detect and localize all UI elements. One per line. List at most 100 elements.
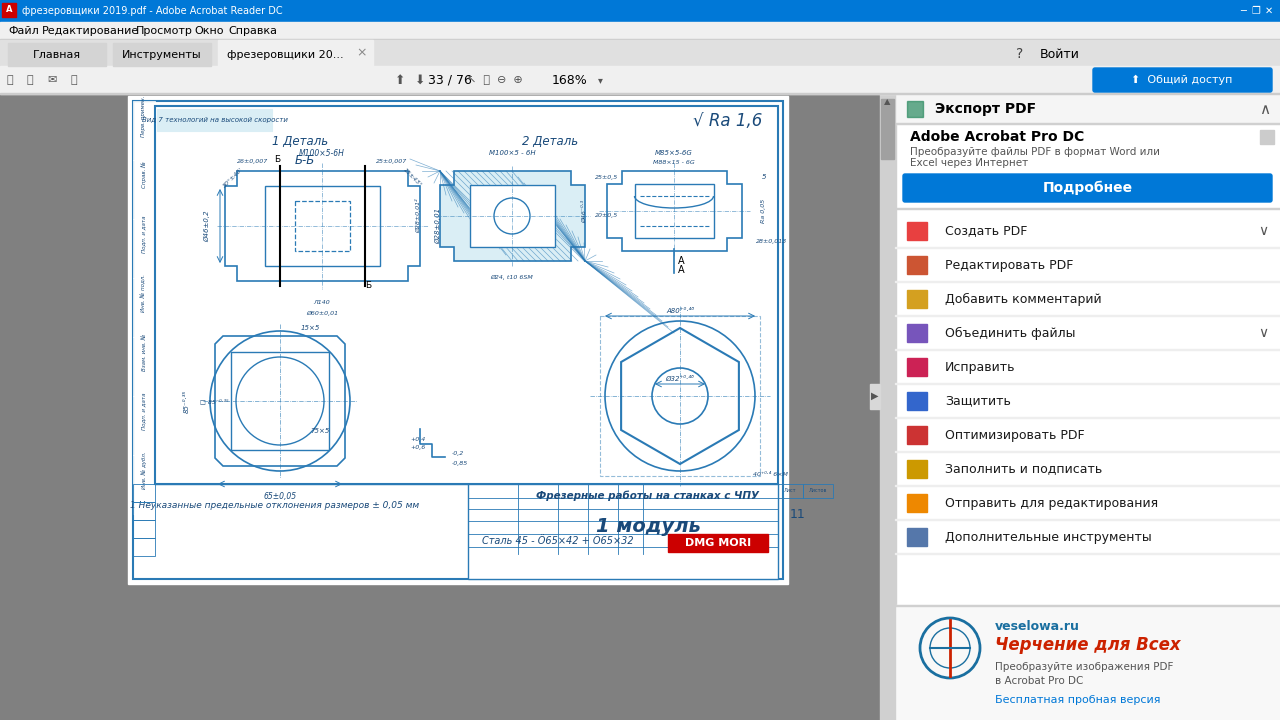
Bar	[0, 39, 1280, 40]
Text: ⬆: ⬆	[394, 73, 406, 86]
Bar	[895, 247, 1280, 248]
Text: Справка: Справка	[228, 26, 276, 36]
Text: Подп. и дата: Подп. и дата	[142, 392, 146, 430]
Text: Инв. № дубл.: Инв. № дубл.	[141, 451, 147, 489]
Text: 26±0,007: 26±0,007	[237, 158, 269, 163]
Text: Просмотр: Просмотр	[136, 26, 193, 36]
Bar	[3, 3, 15, 17]
Bar	[881, 99, 893, 159]
Text: ×: ×	[357, 47, 367, 60]
Text: Листов: Листов	[809, 488, 827, 493]
Text: 20±0,5: 20±0,5	[595, 214, 618, 218]
Text: 15×5: 15×5	[301, 325, 320, 331]
Text: Ø28±0,01²: Ø28±0,01²	[415, 199, 421, 233]
Text: Окно: Окно	[195, 26, 224, 36]
Text: M100×5 - 6H: M100×5 - 6H	[489, 150, 535, 156]
Bar	[895, 315, 1280, 316]
Text: 🖨: 🖨	[27, 75, 33, 85]
Bar	[600, 316, 760, 476]
Text: 🔍: 🔍	[70, 75, 77, 85]
Bar	[908, 290, 927, 308]
Bar	[133, 396, 155, 455]
Text: ✉: ✉	[47, 75, 56, 85]
Text: Ø32⁺⁰⋅⁴⁶: Ø32⁺⁰⋅⁴⁶	[666, 376, 694, 382]
Bar	[895, 417, 1280, 418]
Bar	[0, 0, 1280, 22]
Bar	[895, 605, 1280, 720]
Text: Ra 0,05: Ra 0,05	[762, 199, 767, 223]
Text: Объединить файлы: Объединить файлы	[945, 326, 1075, 340]
Text: Инструменты: Инструменты	[122, 50, 202, 60]
Bar	[133, 502, 155, 520]
Text: ▶: ▶	[872, 391, 879, 401]
Bar	[881, 94, 895, 720]
Text: □ 85⁻⁰⋅³⁵: □ 85⁻⁰⋅³⁵	[200, 398, 229, 404]
Bar	[895, 485, 1280, 486]
Bar	[155, 106, 778, 484]
Bar	[133, 455, 155, 514]
Bar	[668, 534, 768, 552]
Bar	[908, 460, 927, 478]
Text: Взам. инв. №: Взам. инв. №	[142, 333, 146, 371]
Text: A: A	[678, 265, 685, 275]
Text: ✕: ✕	[1265, 6, 1274, 16]
Text: 85⁻⁰⋅³⁵: 85⁻⁰⋅³⁵	[184, 390, 189, 413]
Text: Дополнительные инструменты: Дополнительные инструменты	[945, 531, 1152, 544]
Text: Ø28±0,01: Ø28±0,01	[435, 208, 442, 244]
Text: ∧: ∧	[1258, 102, 1270, 117]
Bar	[133, 219, 155, 278]
Bar	[133, 337, 155, 396]
Text: M100×5-6H: M100×5-6H	[300, 148, 344, 158]
Text: Б-Б: Б-Б	[294, 155, 315, 168]
Text: Бесплатная пробная версия: Бесплатная пробная версия	[995, 695, 1161, 705]
Text: фрезеровщики 2019.pdf - Adobe Acrobat Reader DC: фрезеровщики 2019.pdf - Adobe Acrobat Re…	[22, 6, 283, 16]
Bar	[895, 519, 1280, 520]
Bar	[157, 109, 273, 131]
Text: Войти: Войти	[1041, 48, 1080, 60]
Text: ▾: ▾	[598, 75, 603, 85]
Text: ∨: ∨	[1258, 326, 1268, 340]
Bar	[908, 324, 927, 342]
Text: 40⁺⁰⋅⁴ 6×М: 40⁺⁰⋅⁴ 6×М	[753, 472, 787, 477]
Text: 11: 11	[790, 508, 806, 521]
Text: Ø46±0,2: Ø46±0,2	[204, 210, 210, 242]
Bar	[0, 22, 1280, 40]
Text: +0,4: +0,4	[410, 436, 425, 441]
Bar	[8, 43, 106, 66]
Text: Исправить: Исправить	[945, 361, 1015, 374]
Bar	[895, 123, 1280, 124]
Text: 25±0,007: 25±0,007	[376, 158, 407, 163]
Text: Преобразуйте изображения PDF: Преобразуйте изображения PDF	[995, 662, 1174, 672]
Bar	[133, 538, 155, 556]
Text: 25±0,5: 25±0,5	[595, 176, 618, 181]
Text: Л140: Л140	[314, 300, 330, 305]
Bar	[908, 222, 927, 240]
Bar	[908, 426, 927, 444]
Text: ❐: ❐	[1252, 6, 1261, 16]
Bar	[895, 349, 1280, 350]
Text: 2 Деталь: 2 Деталь	[522, 135, 579, 148]
Text: -0,2: -0,2	[452, 451, 465, 456]
Text: Оптимизировать PDF: Оптимизировать PDF	[945, 428, 1084, 441]
Bar	[133, 101, 783, 579]
Text: Отправить для редактирования: Отправить для редактирования	[945, 497, 1158, 510]
Bar	[128, 96, 788, 584]
Bar	[908, 101, 923, 117]
Bar	[870, 384, 881, 409]
Bar	[908, 358, 927, 376]
Text: Редактировать PDF: Редактировать PDF	[945, 258, 1074, 271]
Text: ▲: ▲	[883, 97, 891, 107]
Text: ?: ?	[1016, 47, 1024, 61]
Bar	[133, 484, 155, 502]
Text: Подробнее: Подробнее	[1042, 181, 1133, 195]
Bar	[778, 484, 803, 498]
Text: ⬜: ⬜	[6, 75, 13, 85]
Text: 15±43°: 15±43°	[402, 168, 422, 189]
FancyBboxPatch shape	[902, 174, 1272, 202]
Bar	[908, 494, 927, 512]
Bar	[895, 208, 1280, 209]
Bar	[0, 94, 1280, 720]
Bar	[0, 93, 1280, 94]
Text: M88×15 - 6G: M88×15 - 6G	[653, 160, 695, 164]
Bar	[803, 484, 833, 498]
